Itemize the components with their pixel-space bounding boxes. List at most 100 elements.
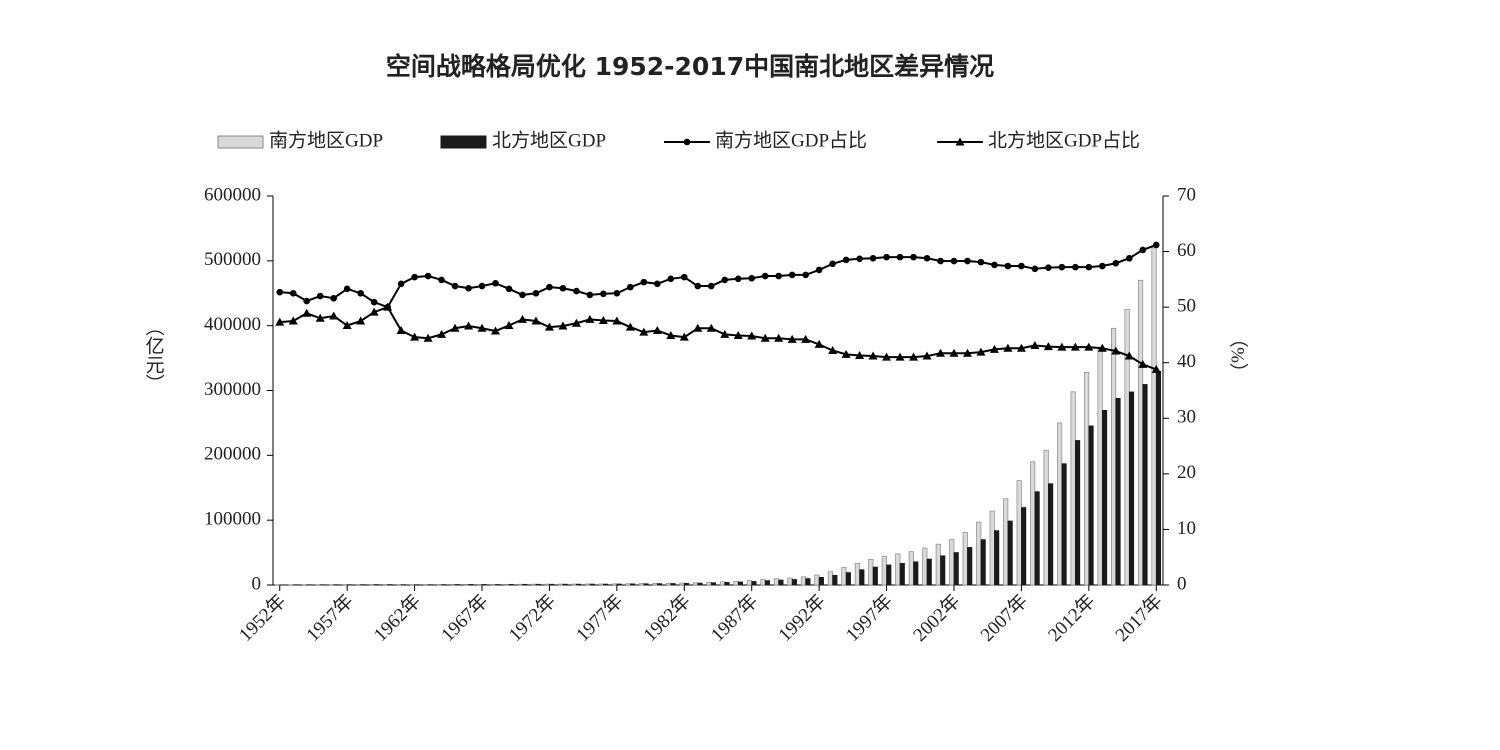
bar	[1084, 371, 1090, 586]
bar	[935, 543, 941, 586]
bar	[1111, 327, 1117, 586]
bar	[1074, 440, 1081, 586]
bar	[1048, 483, 1054, 586]
marker	[478, 282, 486, 290]
marker	[504, 320, 514, 329]
bar	[1061, 463, 1067, 586]
bar	[463, 584, 469, 586]
marker	[1031, 265, 1039, 273]
bar	[1124, 309, 1130, 586]
bar	[1034, 491, 1040, 586]
marker	[559, 284, 567, 292]
y2-tick-label: 60	[1177, 240, 1196, 261]
marker	[747, 331, 757, 340]
marker	[411, 273, 418, 281]
marker	[275, 317, 285, 326]
y-tick-label: 300000	[204, 379, 261, 400]
y-tick-label: 100000	[204, 509, 261, 530]
marker	[1085, 263, 1093, 271]
marker	[936, 348, 945, 357]
marker	[814, 339, 824, 348]
marker	[654, 280, 661, 288]
bar	[1115, 397, 1121, 586]
bar	[1043, 449, 1049, 586]
marker	[1016, 343, 1026, 352]
bar	[1128, 391, 1135, 586]
marker	[397, 280, 405, 288]
marker	[343, 285, 351, 293]
marker	[802, 271, 809, 279]
bar	[679, 582, 685, 586]
marker	[734, 275, 742, 283]
marker	[896, 253, 904, 261]
marker	[532, 289, 540, 297]
bar	[683, 583, 690, 586]
marker	[625, 322, 635, 331]
marker	[356, 316, 366, 325]
y-tick-label: 200000	[204, 444, 261, 465]
marker	[1003, 343, 1013, 352]
bar	[1007, 520, 1013, 586]
marker	[303, 297, 311, 305]
bar	[625, 583, 631, 586]
marker	[1139, 246, 1147, 254]
y-tick-label: 500000	[204, 249, 261, 270]
y2-tick-label: 0	[1177, 573, 1187, 594]
bar	[733, 580, 739, 586]
marker	[627, 283, 634, 291]
legend-label: 北方地区GDP	[492, 129, 606, 151]
marker	[748, 274, 756, 282]
bar	[666, 582, 672, 586]
bar	[1057, 422, 1063, 586]
y2-tick-label: 70	[1177, 184, 1196, 205]
marker	[450, 323, 460, 332]
bar	[980, 539, 986, 586]
bar	[706, 581, 712, 586]
marker	[505, 285, 513, 293]
bar	[899, 563, 905, 586]
bar	[1016, 480, 1022, 586]
bar	[764, 580, 770, 586]
bar	[962, 532, 968, 586]
marker	[721, 276, 729, 284]
bar	[562, 583, 568, 586]
marker	[667, 275, 675, 283]
marker	[801, 334, 811, 343]
marker	[693, 323, 703, 332]
marker	[652, 325, 662, 334]
marker	[437, 329, 447, 338]
y2-tick-label: 30	[1177, 407, 1196, 428]
bar	[692, 582, 699, 586]
bar	[454, 584, 460, 586]
bar	[517, 583, 523, 586]
bar	[1155, 370, 1162, 586]
marker	[1004, 262, 1012, 270]
bar	[589, 583, 595, 586]
marker	[707, 282, 715, 290]
marker	[883, 253, 890, 261]
marker	[477, 323, 487, 332]
marker	[558, 321, 568, 330]
bar	[976, 521, 982, 586]
marker	[1099, 262, 1106, 270]
marker	[438, 276, 445, 284]
marker	[774, 333, 784, 342]
bar	[652, 582, 658, 586]
bar	[886, 564, 892, 586]
marker	[1125, 254, 1133, 262]
marker	[775, 272, 782, 280]
bar	[710, 582, 717, 586]
bar	[967, 547, 973, 586]
legend-label: 南方地区GDP占比	[715, 129, 867, 151]
marker	[977, 258, 985, 266]
marker	[706, 323, 716, 332]
marker	[465, 284, 472, 292]
y-tick-label: 0	[252, 573, 262, 594]
bar	[508, 584, 514, 586]
y2-tick-label: 20	[1177, 462, 1196, 483]
bar	[616, 583, 622, 586]
bar	[612, 583, 618, 586]
marker	[950, 257, 958, 265]
marker	[424, 272, 432, 280]
